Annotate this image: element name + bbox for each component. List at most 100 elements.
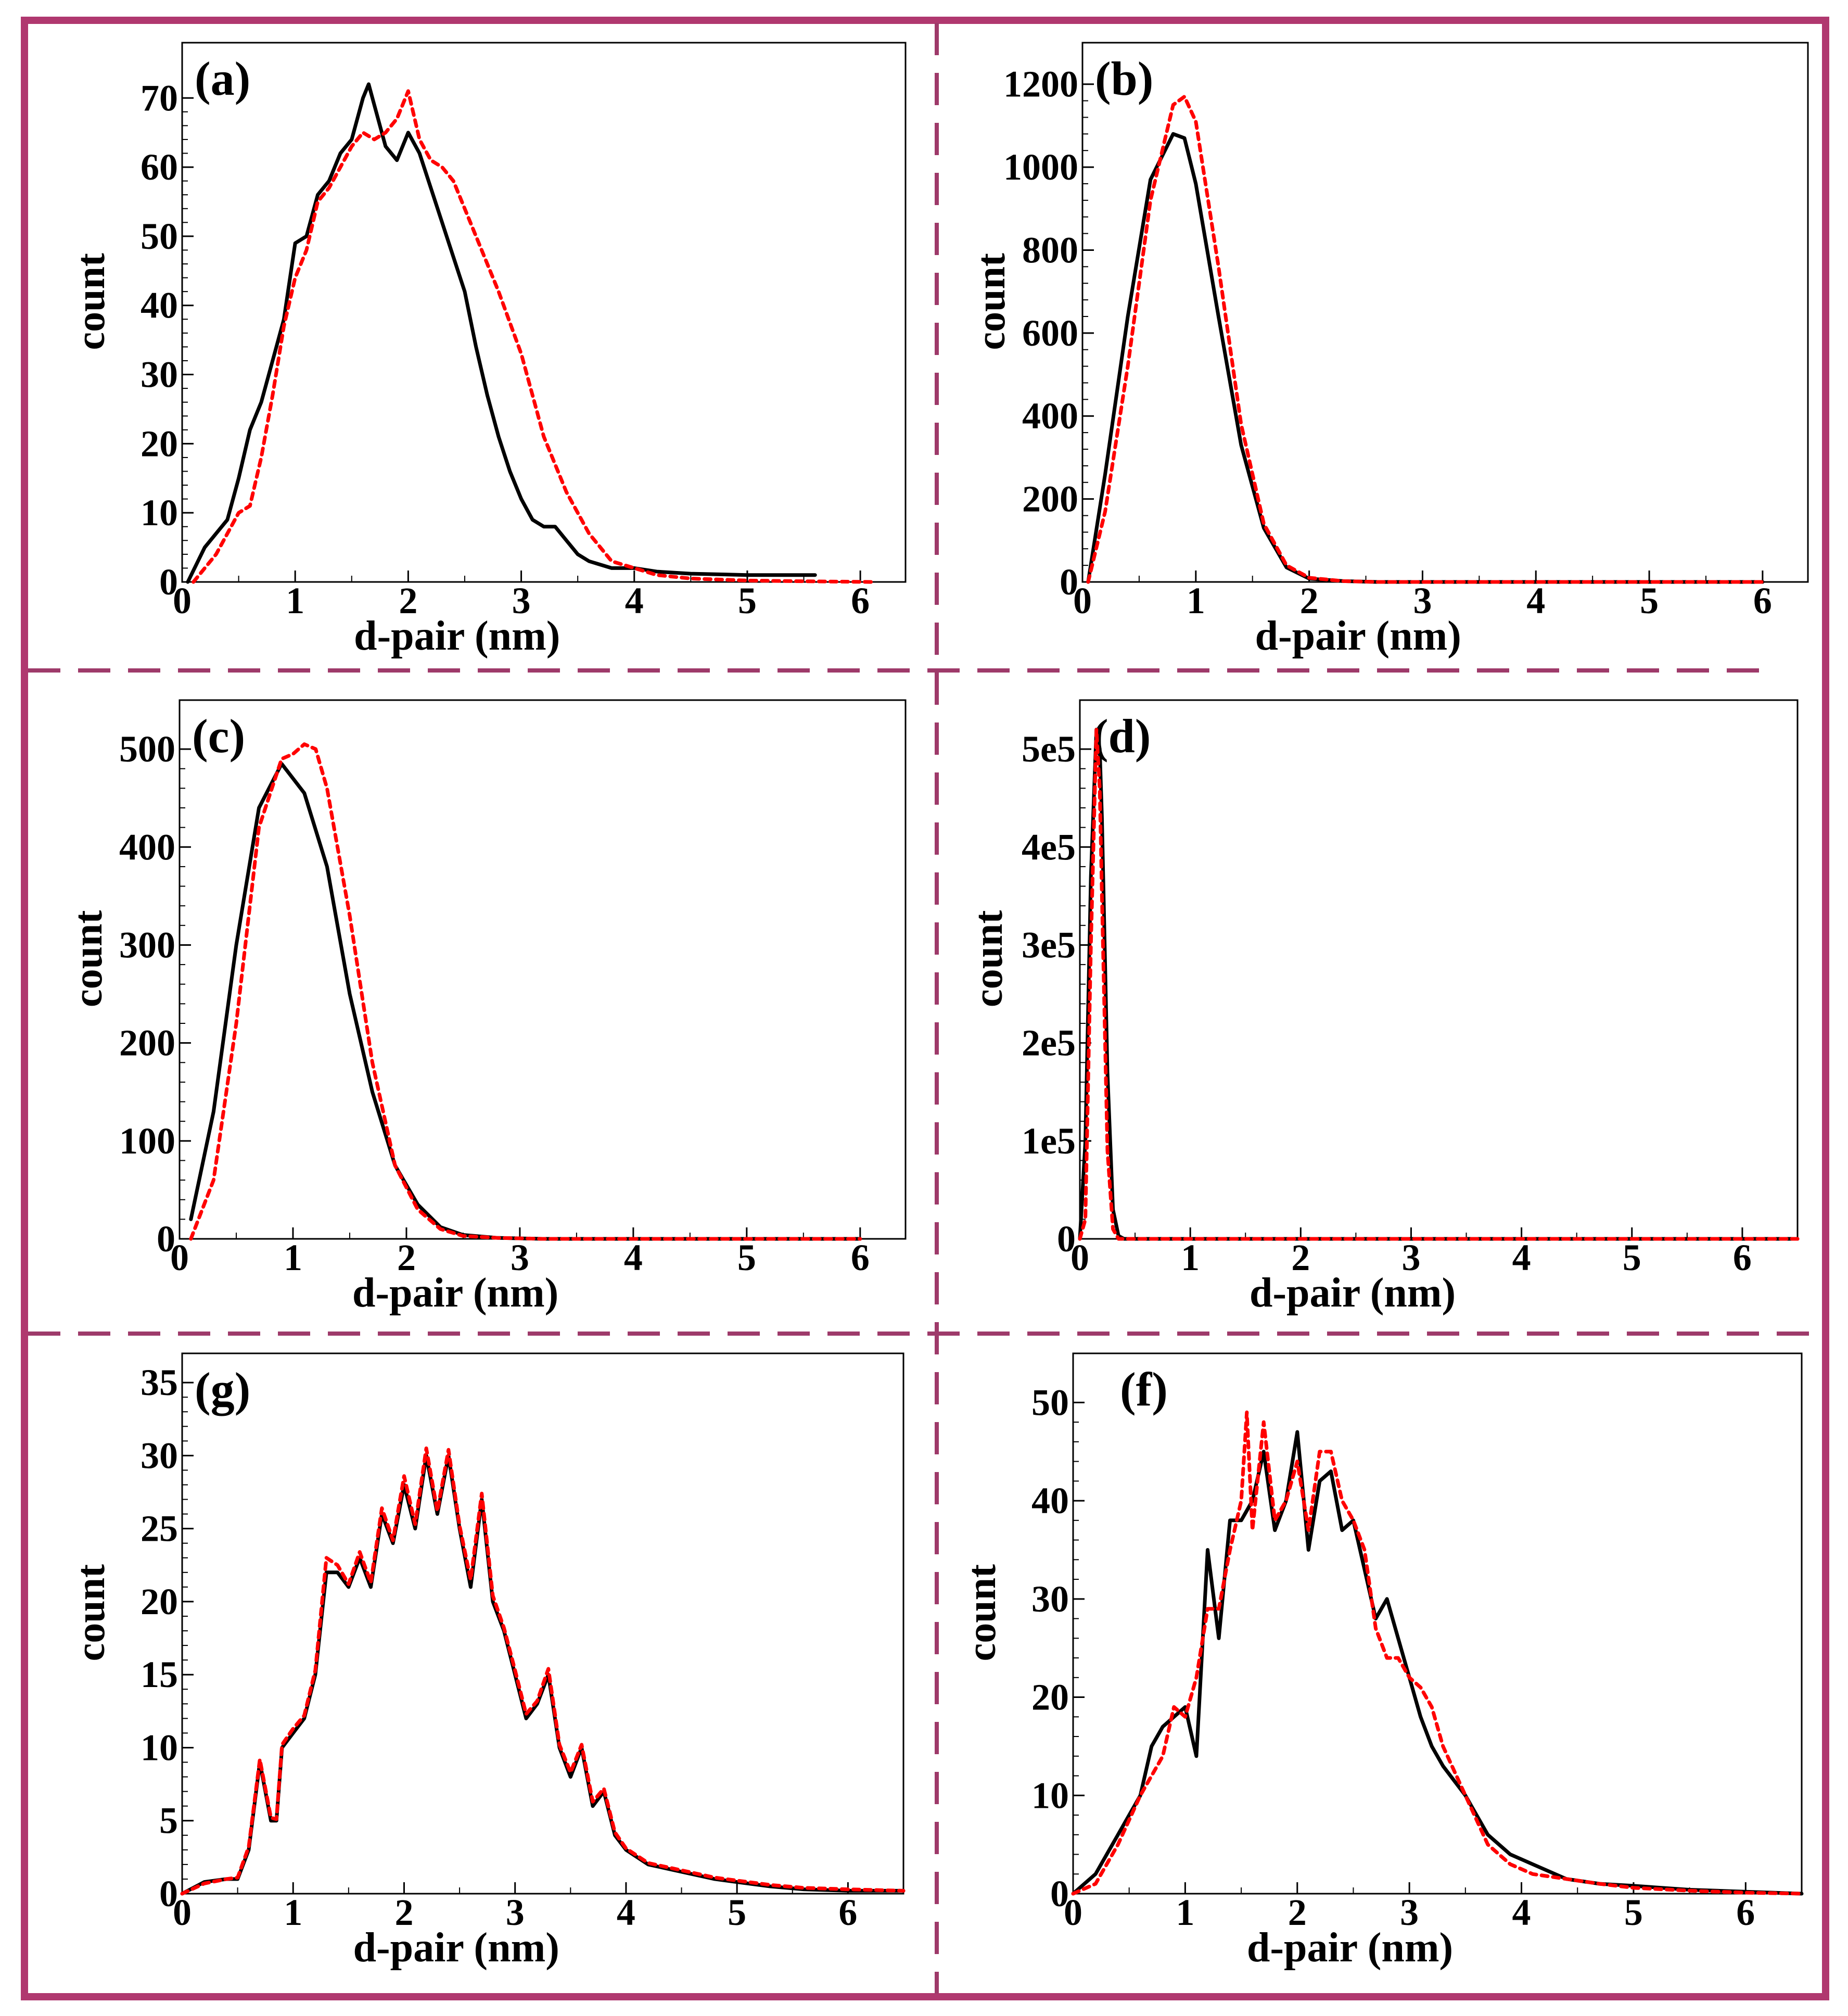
plot-frame (181, 1352, 904, 1895)
y-tick-label: 50 (1031, 1381, 1069, 1423)
x-tick-label: 6 (1736, 1892, 1755, 1933)
x-tick-label: 0 (1073, 580, 1092, 622)
y-tick-label: 600 (1022, 312, 1078, 354)
y-tick-label: 0 (159, 1873, 178, 1914)
series-line-red-dotted (189, 742, 862, 1241)
x-axis-label: d-pair (nm) (353, 1925, 559, 1971)
x-tick-label: 3 (1413, 580, 1432, 622)
y-tick-label: 3e5 (1022, 924, 1076, 966)
x-tick-label: 4 (1526, 580, 1545, 622)
y-tick-label: 4e5 (1022, 826, 1076, 868)
x-tick-label: 6 (1733, 1237, 1752, 1278)
y-tick-label: 5e5 (1022, 728, 1076, 770)
panel-label: (f) (1120, 1363, 1168, 1416)
x-tick-label: 2 (1300, 580, 1319, 622)
y-tick-label: 400 (1022, 395, 1078, 437)
y-tick-label: 500 (119, 728, 175, 770)
panel-label: (g) (195, 1363, 250, 1416)
series-line-red-dotted (1086, 95, 1765, 584)
x-tick-label: 6 (851, 1237, 870, 1278)
y-tick-label: 25 (141, 1508, 178, 1550)
x-tick-label: 0 (170, 1237, 189, 1278)
y-tick-label: 200 (119, 1022, 175, 1064)
x-tick-label: 5 (1640, 580, 1659, 622)
x-tick-label: 1 (1187, 580, 1205, 622)
x-tick-label: 1 (1181, 1237, 1200, 1278)
y-tick-label: 0 (1050, 1873, 1069, 1914)
x-tick-label: 3 (511, 1237, 529, 1278)
x-tick-label: 2 (1291, 1237, 1310, 1278)
x-tick-label: 5 (738, 580, 757, 622)
y-tick-label: 70 (141, 77, 178, 119)
series-line-black-solid (1071, 1430, 1804, 1896)
x-tick-label: 5 (1623, 1237, 1641, 1278)
y-tick-label: 20 (141, 1581, 178, 1622)
y-tick-label: 15 (141, 1654, 178, 1695)
y-tick-label: 300 (119, 924, 175, 966)
y-tick-label: 10 (141, 1727, 178, 1768)
x-axis-label: d-pair (nm) (1247, 1925, 1453, 1971)
panel-label: (c) (192, 709, 245, 763)
y-axis-label: count (68, 253, 113, 350)
y-tick-label: 800 (1022, 229, 1078, 271)
plot-frame (181, 42, 907, 583)
y-tick-label: 100 (119, 1120, 175, 1162)
y-tick-label: 35 (141, 1362, 178, 1403)
series-line-red-dotted (1078, 728, 1800, 1241)
x-tick-label: 2 (1288, 1892, 1307, 1933)
x-tick-label: 3 (512, 580, 531, 622)
series-line-black-solid (186, 82, 817, 584)
x-tick-label: 3 (1400, 1892, 1419, 1933)
y-tick-label: 20 (1031, 1677, 1069, 1718)
x-axis-label: d-pair (nm) (1255, 613, 1461, 659)
x-tick-label: 4 (617, 1892, 635, 1933)
x-tick-label: 3 (506, 1892, 525, 1933)
y-axis-label: count (965, 910, 1011, 1007)
y-tick-label: 1000 (1003, 146, 1078, 188)
y-tick-label: 5 (159, 1800, 178, 1842)
y-tick-label: 20 (141, 423, 178, 464)
y-tick-label: 40 (141, 285, 178, 326)
x-tick-label: 2 (399, 580, 417, 622)
x-tick-label: 6 (851, 580, 870, 622)
x-tick-label: 3 (1401, 1237, 1420, 1278)
x-tick-label: 0 (173, 1892, 192, 1933)
y-axis-label: count (65, 910, 110, 1007)
x-tick-label: 1 (286, 580, 304, 622)
x-tick-label: 5 (728, 1892, 746, 1933)
y-tick-label: 30 (141, 1435, 178, 1476)
y-tick-label: 10 (141, 492, 178, 534)
y-tick-label: 30 (1031, 1578, 1069, 1620)
series-line-red-dotted (1071, 1410, 1804, 1896)
y-tick-label: 1e5 (1022, 1120, 1076, 1162)
x-axis-label: d-pair (nm) (354, 613, 560, 659)
x-tick-label: 2 (397, 1237, 416, 1278)
x-tick-label: 0 (1064, 1892, 1082, 1933)
panel-label: (a) (195, 52, 250, 105)
x-tick-label: 6 (838, 1892, 857, 1933)
panel-label: (b) (1095, 52, 1153, 105)
y-axis-label: count (959, 1564, 1004, 1661)
y-axis-label: count (68, 1564, 113, 1661)
x-tick-label: 1 (1176, 1892, 1194, 1933)
x-tick-label: 4 (1512, 1237, 1531, 1278)
y-tick-label: 10 (1031, 1774, 1069, 1816)
y-tick-label: 1200 (1003, 64, 1078, 105)
y-tick-label: 30 (141, 354, 178, 396)
series-line-red-dotted (180, 1446, 906, 1896)
x-tick-label: 5 (1624, 1892, 1643, 1933)
x-tick-label: 4 (624, 1237, 643, 1278)
x-axis-label: d-pair (nm) (1250, 1270, 1456, 1316)
plot-frame (1072, 1352, 1803, 1895)
x-tick-label: 2 (394, 1892, 413, 1933)
x-tick-label: 0 (1070, 1237, 1089, 1278)
x-tick-label: 1 (284, 1892, 302, 1933)
